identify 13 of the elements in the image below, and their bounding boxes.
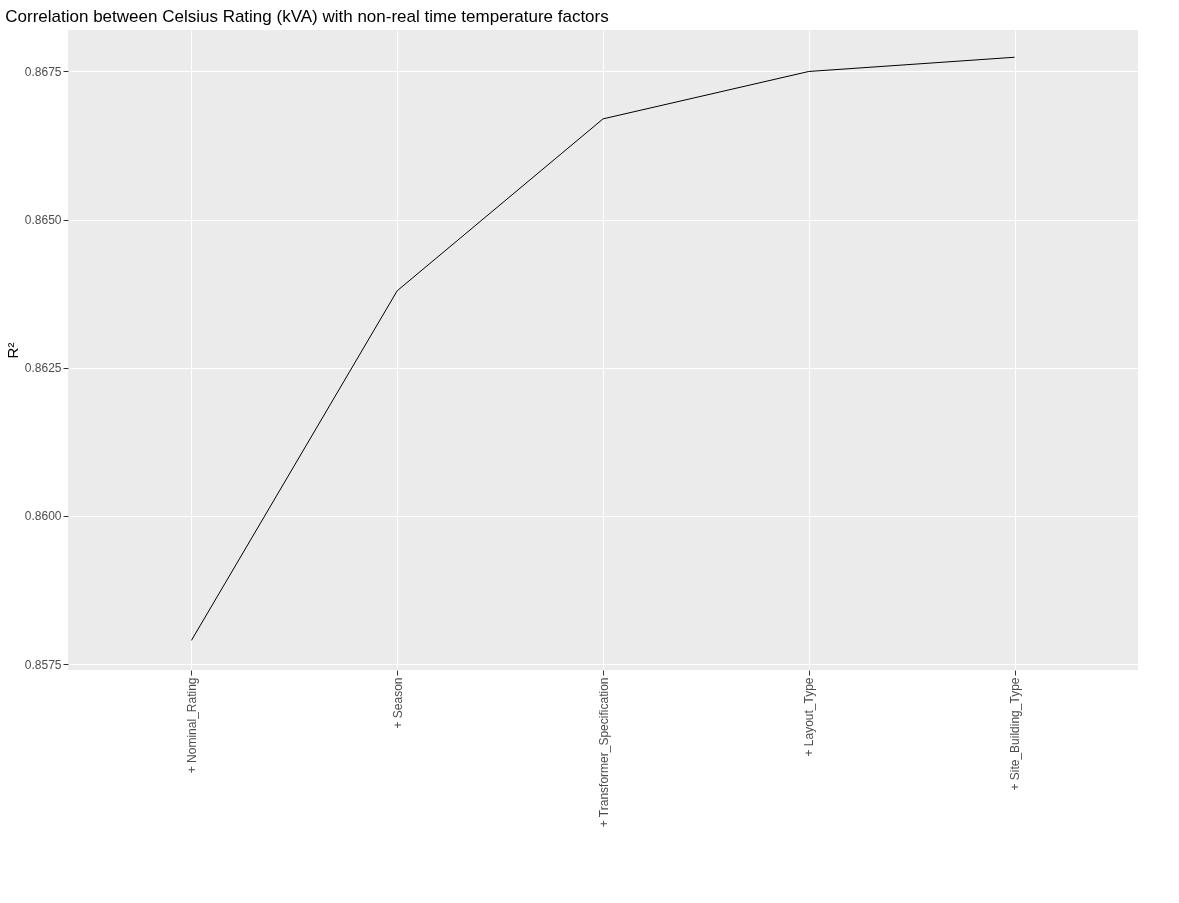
y-tick-label: 0.8600	[24, 509, 62, 524]
y-tick-label: 0.8650	[24, 213, 62, 228]
y-tick-label: 0.8675	[24, 64, 62, 79]
x-tick-label: + Nominal_Rating	[184, 677, 199, 774]
chart-title: Correlation between Celsius Rating (kVA) with non-real time temperature factors	[5, 7, 609, 26]
line-series	[190, 56, 1016, 641]
x-tick-label: + Layout_Type	[802, 677, 817, 757]
y-tick-label: 0.8575	[24, 657, 62, 672]
x-tick-label: + Transformer_Specification	[596, 677, 611, 828]
x-tick-label: + Site_Building_Type	[1008, 677, 1023, 791]
y-axis-title: R²	[3, 342, 21, 359]
y-tick-label: 0.8625	[24, 361, 62, 376]
x-tick-label: + Season	[390, 677, 405, 729]
